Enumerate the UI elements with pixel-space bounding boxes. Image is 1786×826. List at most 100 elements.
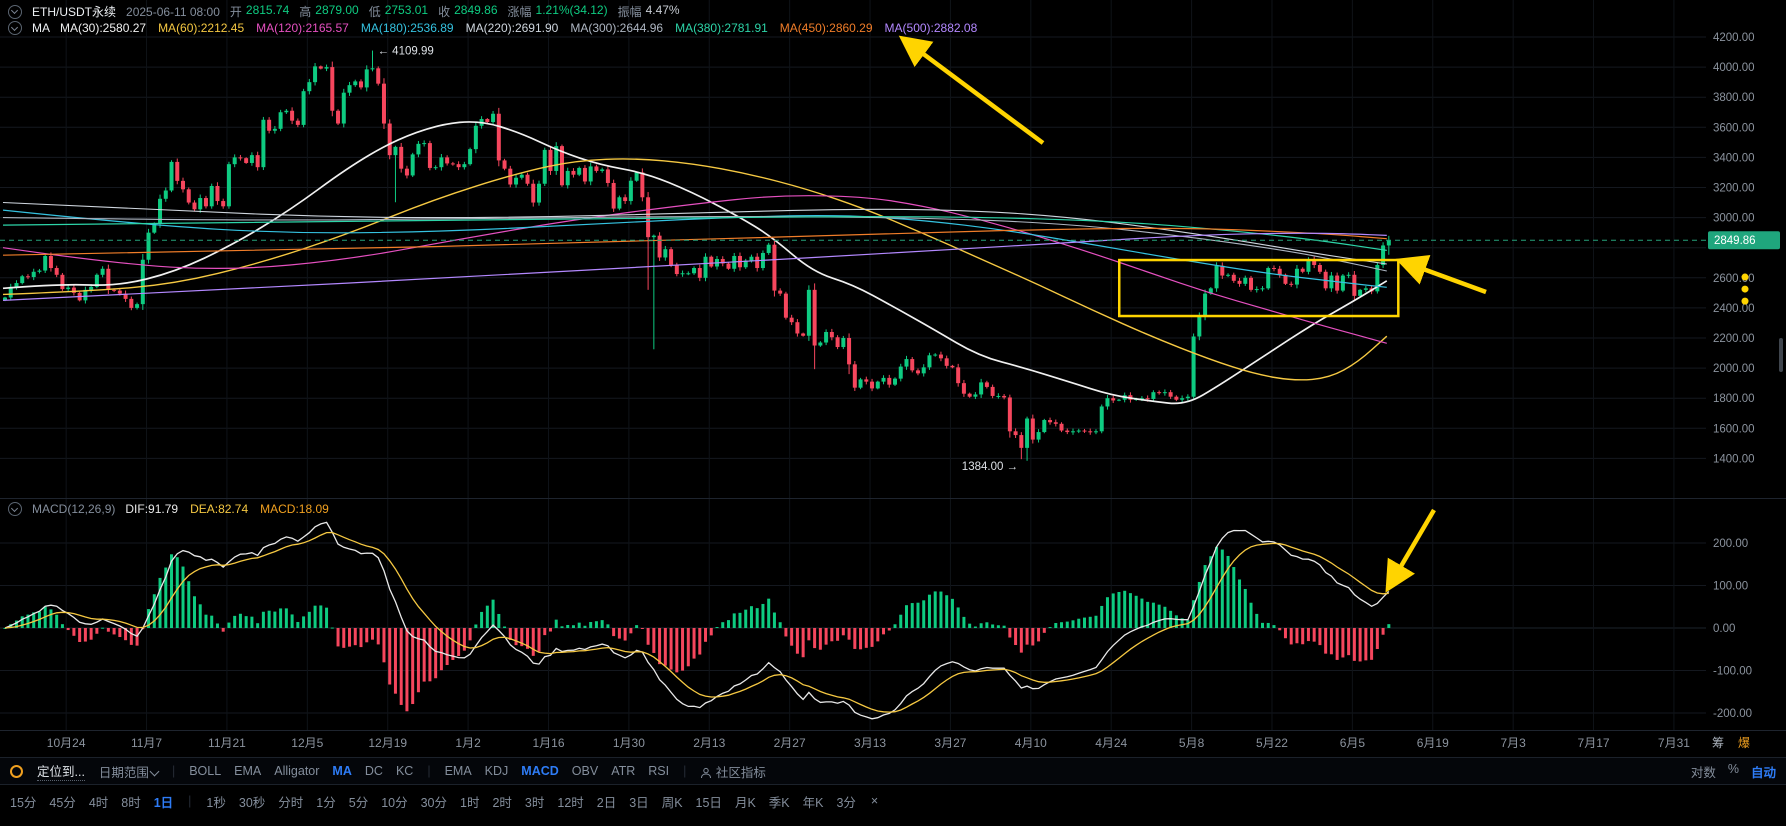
indicator-ma[interactable]: MA [332,764,352,778]
period-tab[interactable]: 30分 [420,795,448,810]
price-axis-label: 1800.00 [1713,393,1755,405]
chip-distribution-button[interactable]: 筹 [1712,736,1724,750]
liquidation-button[interactable]: 爆 [1738,736,1750,750]
macd-dea-line [4,531,1389,713]
period-tab[interactable]: 45分 [49,795,76,810]
locate-button[interactable]: 定位到... [37,761,85,781]
community-icon [701,767,712,778]
period-tab[interactable]: 10分 [381,795,408,810]
order-marker-icon[interactable] [1741,285,1749,293]
period-tab[interactable]: 1时 [460,795,480,810]
community-indicators-button[interactable]: 社区指标 [700,762,766,781]
ma-legend-item[interactable]: MA(30):2580.27 [60,21,147,35]
macd-legend-item[interactable]: MACD:18.09 [260,502,329,516]
price-axis-label: 3000.00 [1713,213,1755,225]
symbol-info-bar: ETH/USDT永续 2025-06-11 08:00 开 2815.74 高 28… [8,3,680,20]
order-marker-icon[interactable] [1741,273,1749,281]
period-tab[interactable]: 1日 [153,795,174,810]
price-axis-label: 3200.00 [1713,183,1755,195]
scale-option[interactable]: % [1727,761,1739,776]
ma-legend-item[interactable]: MA(120):2165.57 [256,21,349,35]
ma-line-30 [2,121,1388,405]
period-tab[interactable]: 季K [768,795,790,810]
date-range-dropdown[interactable]: 日期范围 [99,762,160,781]
annotation-arrow [1385,508,1436,593]
date-axis-label: 5月22 [1256,736,1288,750]
ma-legend-item[interactable]: MA(380):2781.91 [675,21,768,35]
price-axis-label: 4200.00 [1713,32,1755,44]
period-toolbar: 15分 45分 4时 8时 1日 | 1秒 30秒 分时 1分 5分 10分 30分 1时 2时 3时 12… [0,786,1786,816]
date-axis-label: 10月24 [47,736,86,750]
scale-option[interactable]: 对数 [1690,765,1716,780]
ma-line-450 [2,227,1387,256]
period-tab[interactable]: 1分 [316,795,336,810]
period-tab[interactable]: 30秒 [238,795,266,810]
indicator-ema[interactable]: EMA [234,764,262,778]
indicator-boll[interactable]: BOLL [189,764,222,778]
date-axis-label: 4月24 [1095,736,1127,750]
macd-histogram [3,546,1391,712]
period-tab[interactable]: 2日 [596,795,617,810]
indicator-atr[interactable]: ATR [611,764,636,778]
indicator-rsi[interactable]: RSI [648,764,670,778]
divider: | [683,764,687,778]
price-axis-label: 2200.00 [1713,333,1755,345]
macd-legend-item[interactable]: DIF:91.79 [125,502,179,516]
period-tab[interactable]: 3时 [524,795,545,810]
indicator-ema[interactable]: EMA [444,764,472,778]
period-tab[interactable]: 2时 [492,795,512,810]
indicator-kc[interactable]: KC [395,764,414,778]
indicator-alligator[interactable]: Alligator [274,764,320,778]
period-tab[interactable]: 分时 [278,795,304,810]
amplitude: 振幅 4.47% [617,3,680,19]
period-tab[interactable]: 4时 [88,795,109,810]
ma-legend-item[interactable]: MA(300):2644.96 [570,21,664,35]
macd-axis-label: 200.00 [1713,538,1748,550]
ma-indicator-name: MA [32,21,50,35]
ma-legend-item[interactable]: MA(500):2882.08 [884,21,978,35]
period-tab[interactable]: 周K [661,795,683,810]
indicator-collapse-icon[interactable] [8,21,22,35]
period-tab[interactable]: 15日 [695,795,722,810]
macd-dif-line [4,521,1390,720]
indicator-collapse-icon[interactable] [8,502,22,516]
highlight-box [1117,258,1400,318]
ma-legend-item[interactable]: MA(450):2860.29 [779,21,873,35]
date-axis-label: 7月31 [1658,736,1690,750]
ma-legend-item[interactable]: MA(220):2691.90 [465,21,559,35]
macd-legend-item[interactable]: DEA:82.74 [190,502,249,516]
period-tab[interactable]: 3分 [836,795,856,810]
ma-legend: MA MA(30):2580.27 MA(60):2212.45 MA(120):2… [8,21,977,35]
date-axis-label: 1月16 [532,736,564,750]
ma-lines-layer [2,121,1388,405]
period-tab[interactable]: 5分 [348,795,369,810]
indicator-obv[interactable]: OBV [571,764,599,778]
scrollbar-thumb[interactable] [1779,338,1783,372]
target-icon[interactable] [10,764,23,778]
order-marker-icon[interactable] [1741,297,1749,305]
indicator-collapse-icon[interactable] [8,4,22,19]
ma-legend-item[interactable]: MA(60):2212.45 [158,21,245,35]
date-axis-label: 11月21 [208,736,246,750]
period-tab[interactable]: 8时 [121,795,141,810]
ma-line-180 [2,209,1387,288]
indicator-kdj[interactable]: KDJ [484,764,509,778]
period-tab[interactable]: 3日 [629,795,649,810]
period-tab[interactable]: 月K [734,795,756,810]
indicator-macd[interactable]: MACD [521,764,559,778]
date-axis-label: 5月8 [1179,736,1205,750]
divider: | [188,794,192,808]
period-tab[interactable]: 12时 [557,795,584,810]
macd-axis-label: 0.00 [1713,623,1735,635]
period-tab[interactable]: 15分 [10,795,37,810]
scale-options: 对数% 自动 [1691,762,1776,781]
candlestick-chart[interactable]: ← 4109.99 1384.00 → 4200.00 4000.00 3800.00 3… [0,0,1786,755]
ma-legend-item[interactable]: MA(180):2536.89 [360,21,454,35]
close-icon[interactable]: × [870,794,879,808]
date-axis-label: 12月5 [291,736,323,750]
scale-option[interactable]: 自动 [1750,765,1776,780]
indicator-dc[interactable]: DC [364,764,383,778]
period-tab[interactable]: 1秒 [206,795,226,810]
period-tab[interactable]: 年K [802,795,824,810]
